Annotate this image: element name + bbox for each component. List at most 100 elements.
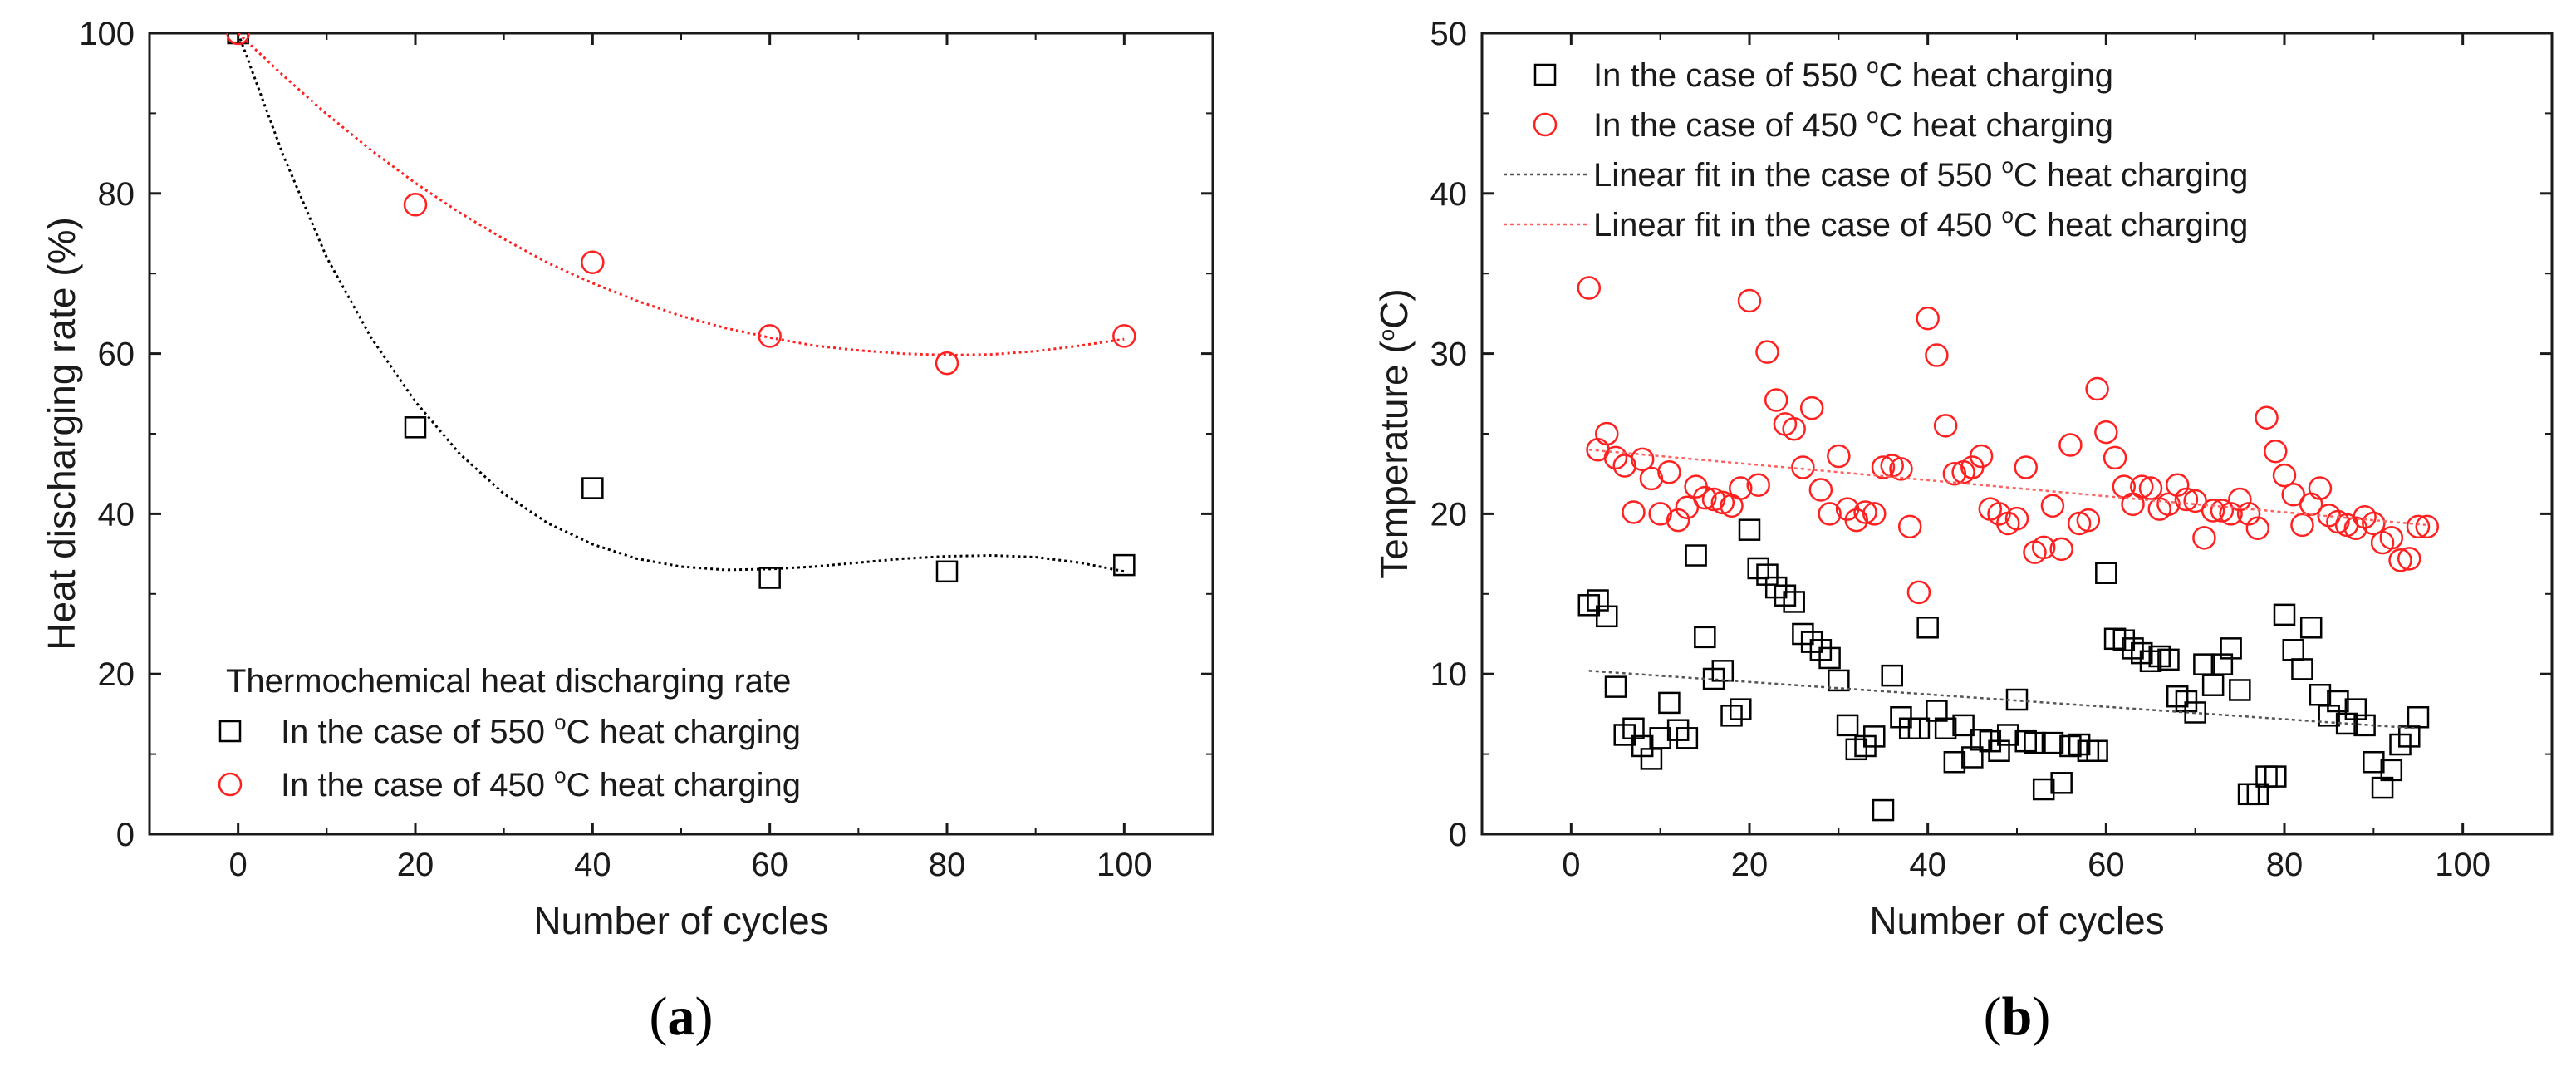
data-point [1844, 508, 1869, 533]
legend-label-2-sup: o [1867, 103, 1878, 128]
data-point [1863, 725, 1886, 748]
data-point [1730, 698, 1752, 720]
legend-label-2: In the case of 450 oC heat charging [281, 763, 801, 803]
data-point [2139, 650, 2162, 673]
data-point [2122, 637, 2144, 660]
y-tick-label: 20 [98, 656, 135, 693]
data-point [2049, 537, 2073, 562]
x-tick-label: 20 [397, 847, 434, 883]
data-point [1907, 717, 1931, 740]
data-point [1720, 705, 1743, 727]
data-point [2406, 514, 2431, 539]
data-point [2040, 494, 2065, 518]
data-point [1747, 557, 1769, 580]
data-point [1943, 750, 1966, 774]
y-axis-title-sup: o [1374, 329, 1399, 341]
y-axis-title: Temperature (oC) [1372, 288, 1416, 578]
data-point [2131, 641, 2153, 665]
x-tick-label: 40 [574, 847, 611, 883]
series-4 [1588, 449, 2427, 527]
data-point [2032, 778, 2055, 801]
y-tick-label: 0 [116, 817, 135, 853]
legend-label-4-sup: o [2001, 203, 2013, 228]
data-point [1755, 340, 1779, 364]
data-point [1916, 617, 1939, 639]
data-point [2220, 637, 2242, 660]
data-point [2229, 679, 2251, 701]
data-point [1774, 584, 1797, 607]
data-point [2362, 511, 2386, 536]
data-point [1764, 388, 1788, 412]
panel-label-close: ) [2032, 986, 2050, 1047]
data-point [1631, 734, 1654, 758]
legend-label-2-suffix: C heat charging [1879, 107, 2113, 144]
data-point [1622, 717, 1645, 740]
data-point [2389, 733, 2412, 756]
legend-label-1-prefix: In the case of 550 [1593, 57, 1867, 94]
data-point [2004, 506, 2029, 531]
data-point [1630, 447, 1655, 472]
data-point [1746, 473, 1770, 497]
data-point [2335, 712, 2358, 735]
legend-label-4: Linear fit in the case of 450 oC heat ch… [1593, 203, 2248, 243]
legend-label-1-suffix: C heat charging [1879, 57, 2113, 94]
data-point [2031, 535, 2056, 560]
data-point [935, 351, 959, 376]
panel-label-close: ) [695, 986, 714, 1047]
panel-label-letter: b [2002, 986, 2033, 1047]
data-point [1113, 553, 1136, 577]
data-point [1827, 444, 1851, 469]
data-point [1791, 455, 1815, 479]
data-point [1756, 563, 1779, 586]
data-point [1871, 455, 1896, 479]
legend-label-1-suffix: C heat charging [567, 714, 801, 750]
legend-label-2-suffix: C heat charging [567, 767, 801, 803]
fit-curve [237, 33, 1125, 357]
plot-area [226, 33, 1136, 589]
data-point [2165, 473, 2190, 497]
legend-label-3-sup: o [2001, 153, 2013, 178]
data-point [2299, 617, 2323, 639]
y-axis-title-suffix: C) [1372, 288, 1416, 329]
data-point [2156, 492, 2181, 517]
data-point [2407, 706, 2430, 729]
data-point [758, 324, 782, 348]
data-point [1729, 476, 1753, 500]
data-point [935, 560, 959, 583]
data-point [1737, 288, 1762, 313]
x-axis-title: Number of cycles [1869, 899, 2164, 942]
y-axis-title-prefix: Temperature ( [1372, 341, 1416, 579]
legend-label-3: Linear fit in the case of 550 oC heat ch… [1593, 153, 2248, 194]
data-point [404, 416, 427, 439]
legend-label-3-suffix: C heat charging [2014, 157, 2248, 194]
data-point [2264, 439, 2288, 464]
data-point [2388, 548, 2412, 572]
panel-label: (a) [650, 986, 714, 1047]
series-1 [227, 33, 1136, 589]
data-point [1926, 700, 1948, 722]
data-point [1782, 416, 1806, 441]
data-point [1809, 639, 1833, 661]
data-point [1649, 727, 1671, 749]
legend-label-1: In the case of 550 oC heat charging [281, 710, 801, 750]
data-point [2041, 731, 2064, 754]
legend-label-2-sup: o [554, 763, 566, 788]
data-point [2379, 526, 2404, 550]
data-point [1799, 395, 1824, 420]
data-point [1603, 445, 1628, 470]
data-point [1666, 719, 1690, 741]
data-point [1676, 727, 1699, 749]
data-point [1836, 714, 1859, 737]
data-point [1872, 798, 1895, 822]
panel-label-open: ( [1984, 986, 2002, 1047]
data-point [1818, 502, 1842, 526]
data-point [2415, 514, 2439, 539]
data-point [1596, 605, 1618, 628]
data-point [1675, 495, 1700, 519]
data-point [2174, 487, 2199, 512]
data-point [581, 477, 604, 499]
data-point [1112, 324, 1136, 348]
data-point [1853, 500, 1877, 524]
data-point [2086, 739, 2108, 762]
